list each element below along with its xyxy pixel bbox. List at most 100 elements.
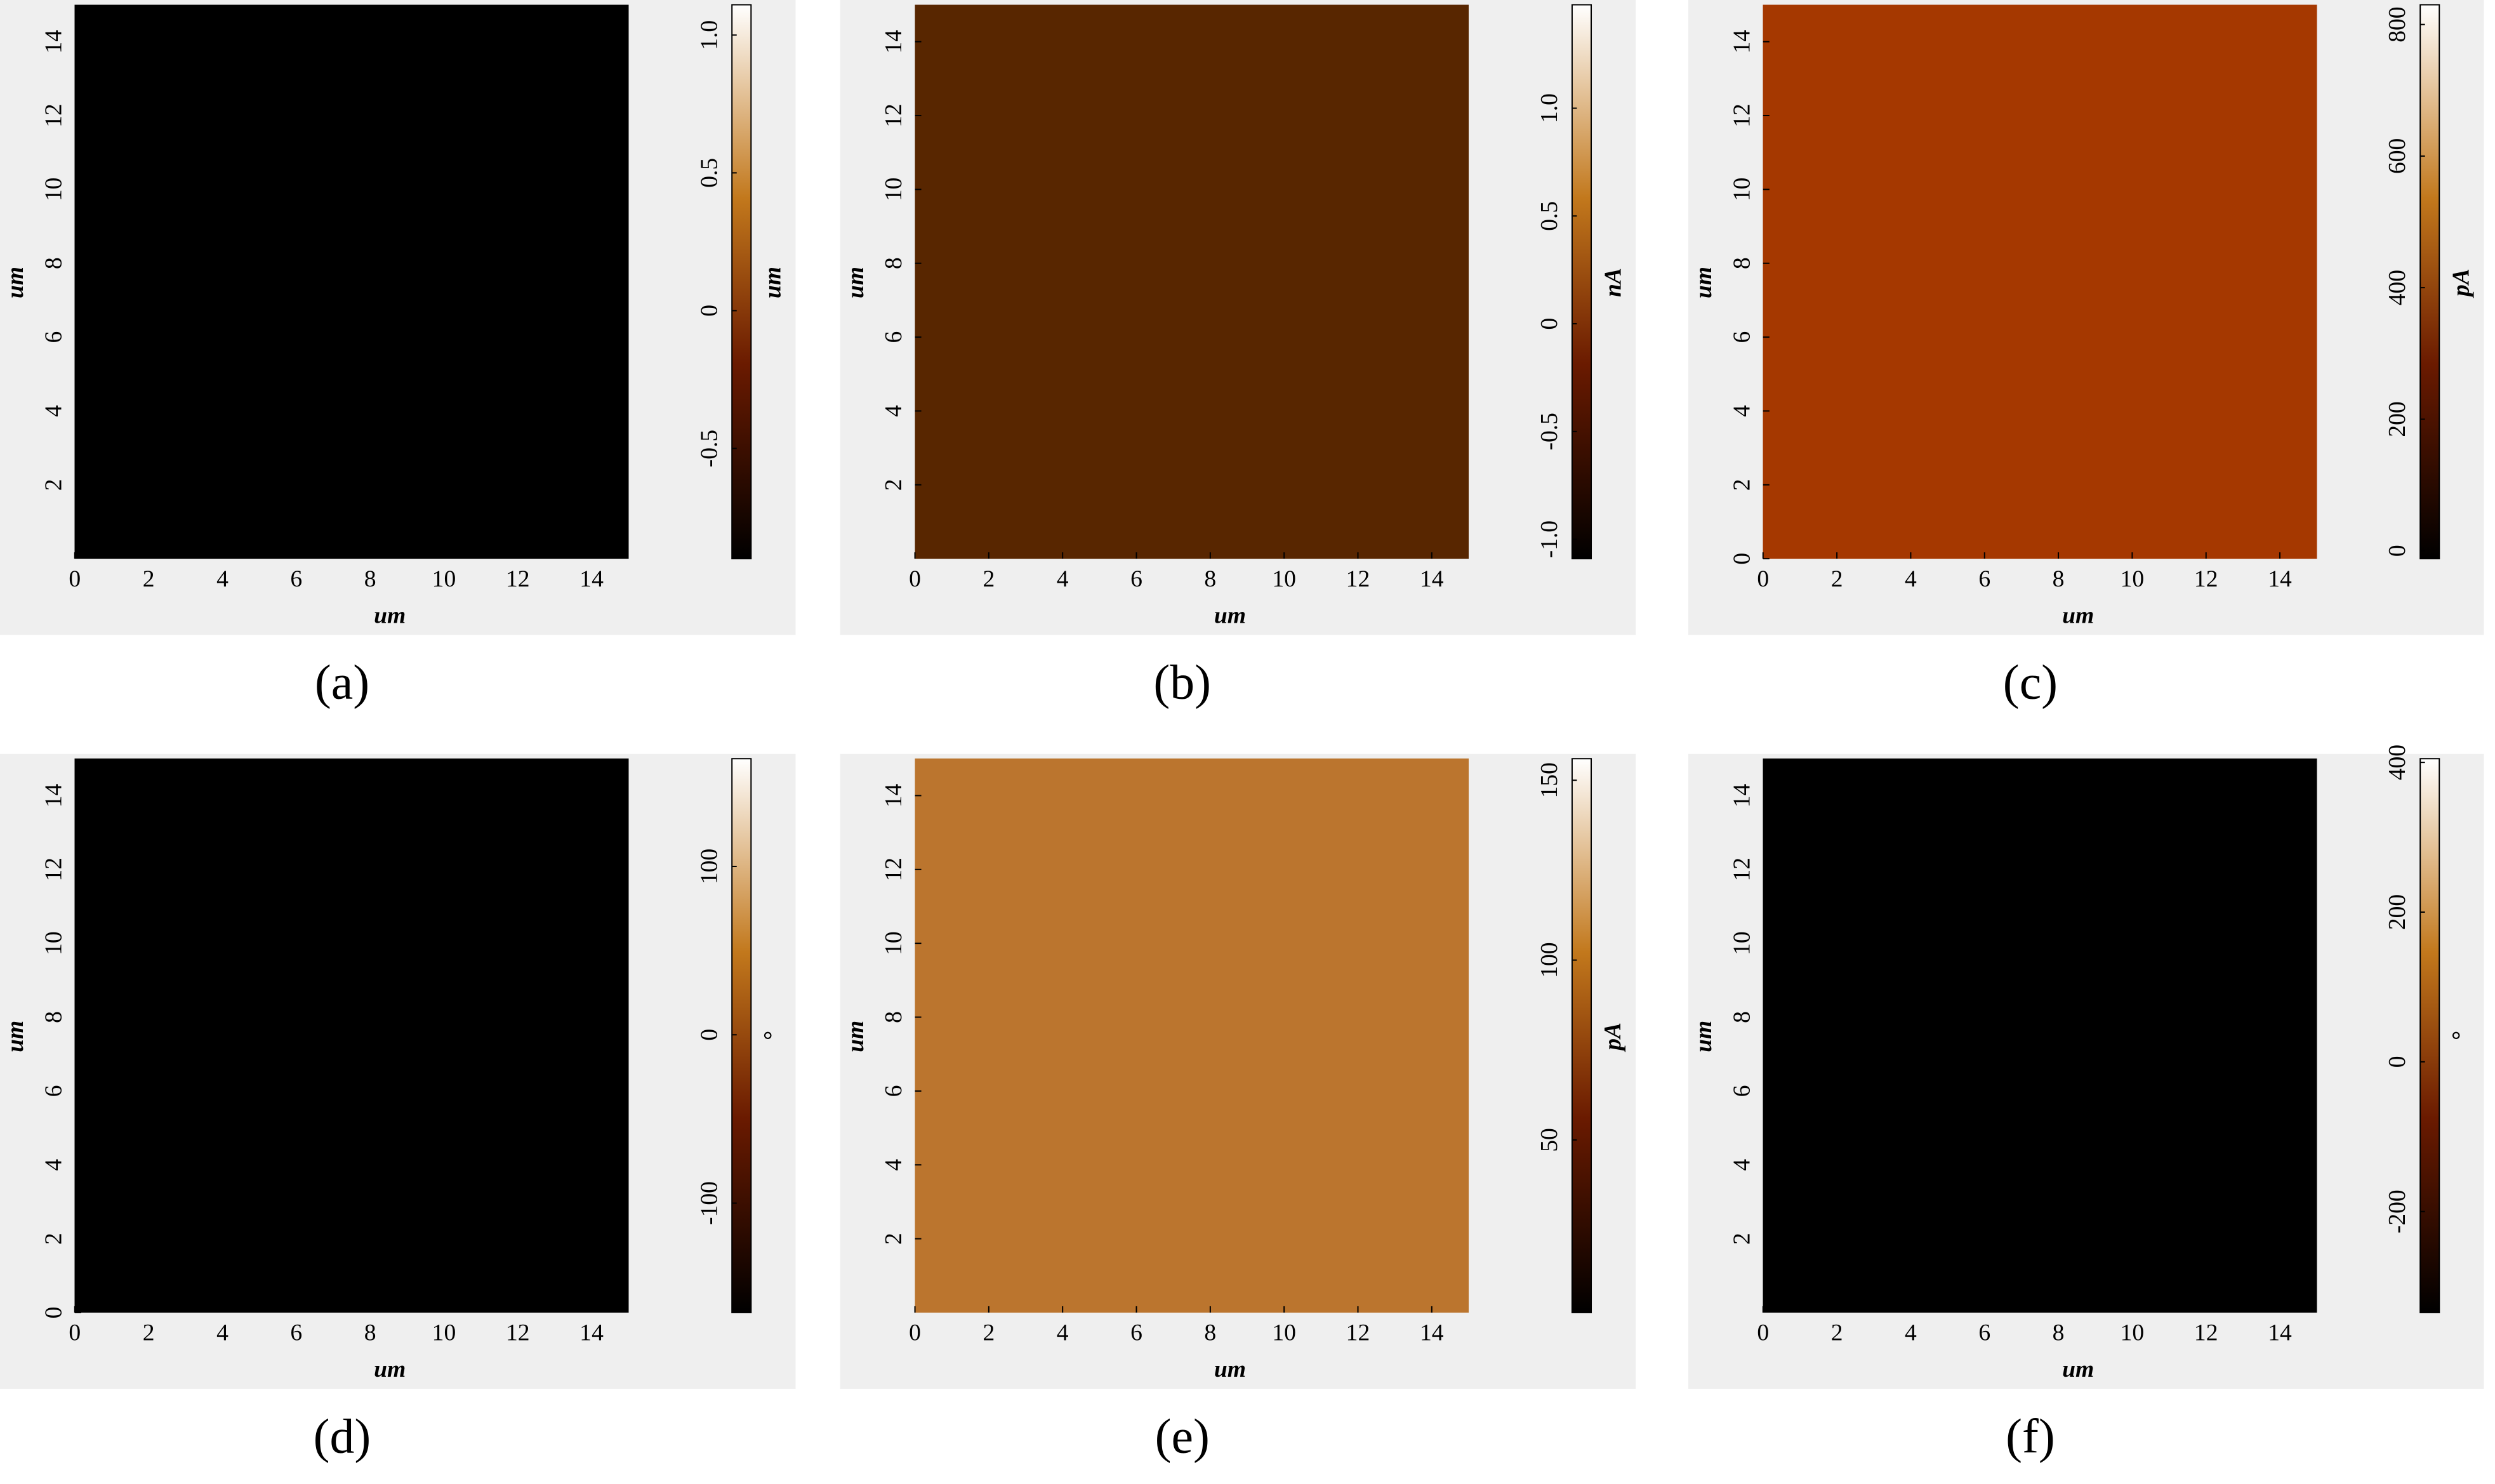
x-tick-label: 8 — [2053, 566, 2065, 592]
y-tick-label: 10 — [881, 931, 907, 955]
y-tick-label: 10 — [881, 178, 907, 201]
x-axis-label: um — [2062, 1356, 2094, 1382]
y-tick-label: 8 — [41, 1011, 67, 1023]
y-tick-label: 2 — [41, 479, 67, 491]
x-axis-label: um — [1214, 602, 1246, 628]
colorbar-tick-label: 0 — [696, 305, 722, 317]
colorbar-tick-label: 0.5 — [696, 158, 722, 188]
y-tick-label: 2 — [1729, 479, 1755, 491]
colorbar-tick-label: 0.5 — [1537, 201, 1563, 231]
y-tick-label: 8 — [881, 1011, 907, 1023]
x-tick-label: 0 — [69, 1320, 81, 1346]
colorbar-label: um — [760, 267, 786, 298]
x-tick-label: 6 — [1978, 566, 1990, 592]
y-tick-label: 6 — [41, 1085, 67, 1097]
y-tick-label: 2 — [881, 479, 907, 491]
y-tick-label: 6 — [1729, 1085, 1755, 1097]
x-tick-label: 4 — [1057, 566, 1069, 592]
y-tick-label: 12 — [1729, 103, 1755, 127]
x-tick-label: 10 — [432, 566, 456, 592]
y-tick-label: 12 — [41, 103, 67, 127]
colorbar-tick-label: 100 — [696, 849, 722, 884]
y-tick-label: 10 — [1729, 178, 1755, 201]
x-tick-label: 14 — [579, 566, 604, 592]
y-tick-label: 4 — [41, 1159, 67, 1171]
x-tick-label: 12 — [1346, 1320, 1370, 1346]
x-tick-label: 0 — [1757, 1320, 1769, 1346]
x-tick-label: 8 — [1204, 566, 1216, 592]
x-tick-label: 2 — [143, 566, 155, 592]
x-tick-label: 6 — [290, 1320, 302, 1346]
y-tick-label: 14 — [881, 30, 907, 54]
panel-caption: (d) — [314, 1408, 371, 1463]
y-axis-label: um — [843, 1021, 869, 1052]
colorbar-label: ° — [760, 1031, 786, 1041]
y-tick-label: 0 — [41, 1307, 67, 1319]
panel-caption: (f) — [2006, 1408, 2055, 1463]
colorbar-tick-label: 200 — [2385, 894, 2411, 930]
colorbar-tick-label: -200 — [2385, 1189, 2411, 1233]
colorbar-tick-label: 400 — [2385, 270, 2411, 305]
colorbar — [731, 758, 752, 1313]
colorbar-tick-label: 100 — [1537, 942, 1563, 977]
colorbar-tick-label: -100 — [696, 1181, 722, 1225]
x-tick-label: 14 — [1420, 1320, 1444, 1346]
x-tick-label: 12 — [2194, 1320, 2218, 1346]
colorbar-tick-label: 0 — [696, 1029, 722, 1041]
x-tick-label: 0 — [909, 1320, 921, 1346]
x-axis-label: um — [1214, 1356, 1246, 1382]
y-tick-label: 8 — [1729, 257, 1755, 269]
x-tick-label: 2 — [983, 1320, 995, 1346]
scan-image — [1763, 4, 2317, 559]
y-axis-label: um — [1691, 1021, 1717, 1052]
y-tick-label: 2 — [41, 1233, 67, 1245]
y-tick-label: 10 — [41, 931, 67, 955]
colorbar-tick-label: 400 — [2385, 745, 2411, 780]
scan-image — [1763, 759, 2317, 1313]
scan-image — [915, 759, 1469, 1313]
y-tick-label: 4 — [41, 405, 67, 417]
panel-caption: (b) — [1153, 655, 1211, 710]
x-tick-label: 12 — [506, 1320, 530, 1346]
x-tick-label: 10 — [2121, 1320, 2145, 1346]
y-axis-label: um — [3, 1021, 29, 1052]
panel-caption: (c) — [2003, 655, 2058, 710]
x-tick-label: 14 — [1420, 566, 1444, 592]
x-axis-label: um — [374, 602, 406, 628]
y-tick-label: 8 — [1729, 1011, 1755, 1023]
colorbar-tick-label: 600 — [2385, 138, 2411, 174]
y-tick-label: 12 — [881, 858, 907, 881]
colorbar-label: ° — [2448, 1031, 2474, 1041]
x-tick-label: 6 — [290, 566, 302, 592]
y-tick-label: 4 — [1729, 1159, 1755, 1171]
x-tick-label: 12 — [506, 566, 530, 592]
colorbar-tick-label: 150 — [1537, 762, 1563, 798]
x-tick-label: 6 — [1130, 566, 1142, 592]
x-axis-label: um — [2062, 602, 2094, 628]
panel-caption: (a) — [315, 655, 369, 710]
x-tick-label: 10 — [1272, 566, 1296, 592]
colorbar-label: nA — [1600, 268, 1626, 297]
colorbar-label: pA — [2448, 268, 2474, 298]
colorbar — [1571, 4, 1592, 560]
colorbar-tick-label: 0 — [2385, 1056, 2411, 1068]
x-tick-label: 8 — [2053, 1320, 2065, 1346]
x-tick-label: 8 — [364, 1320, 376, 1346]
x-tick-label: 2 — [1831, 566, 1843, 592]
colorbar — [1571, 758, 1592, 1313]
x-tick-label: 4 — [1905, 566, 1917, 592]
x-tick-label: 14 — [2268, 566, 2292, 592]
x-tick-label: 12 — [2194, 566, 2218, 592]
colorbar-tick-label: 200 — [2385, 401, 2411, 437]
y-tick-label: 2 — [881, 1233, 907, 1245]
colorbar-label: pA — [1600, 1023, 1626, 1052]
y-tick-label: 6 — [881, 1085, 907, 1097]
colorbar-tick-label: 0 — [1537, 318, 1563, 330]
x-tick-label: 0 — [69, 566, 81, 592]
scan-image — [74, 759, 629, 1313]
colorbar — [2419, 758, 2440, 1313]
panel-caption: (e) — [1155, 1408, 1210, 1463]
y-tick-label: 14 — [881, 783, 907, 807]
colorbar-tick-label: 800 — [2385, 6, 2411, 42]
